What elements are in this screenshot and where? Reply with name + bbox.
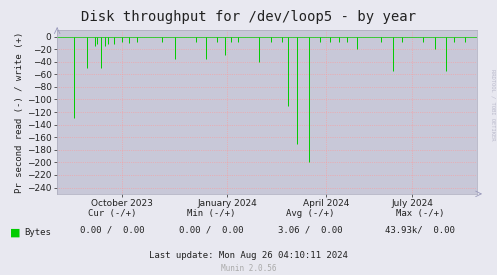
- Text: RRDTOOL / TOBI OETIKER: RRDTOOL / TOBI OETIKER: [491, 69, 496, 140]
- Text: Munin 2.0.56: Munin 2.0.56: [221, 264, 276, 273]
- Text: 0.00 /  0.00: 0.00 / 0.00: [179, 226, 244, 234]
- Text: ■: ■: [10, 227, 20, 237]
- Y-axis label: Pr second read (-) / write (+): Pr second read (-) / write (+): [15, 31, 24, 193]
- Text: Bytes: Bytes: [24, 228, 51, 237]
- Text: Last update: Mon Aug 26 04:10:11 2024: Last update: Mon Aug 26 04:10:11 2024: [149, 251, 348, 260]
- Text: 0.00 /  0.00: 0.00 / 0.00: [80, 226, 144, 234]
- Text: Disk throughput for /dev/loop5 - by year: Disk throughput for /dev/loop5 - by year: [81, 10, 416, 24]
- Text: Cur (-/+): Cur (-/+): [87, 210, 136, 218]
- Text: 3.06 /  0.00: 3.06 / 0.00: [278, 226, 343, 234]
- Text: Min (-/+): Min (-/+): [187, 210, 236, 218]
- Text: 43.93k/  0.00: 43.93k/ 0.00: [385, 226, 455, 234]
- Text: Max (-/+): Max (-/+): [396, 210, 444, 218]
- Text: Avg (-/+): Avg (-/+): [286, 210, 335, 218]
